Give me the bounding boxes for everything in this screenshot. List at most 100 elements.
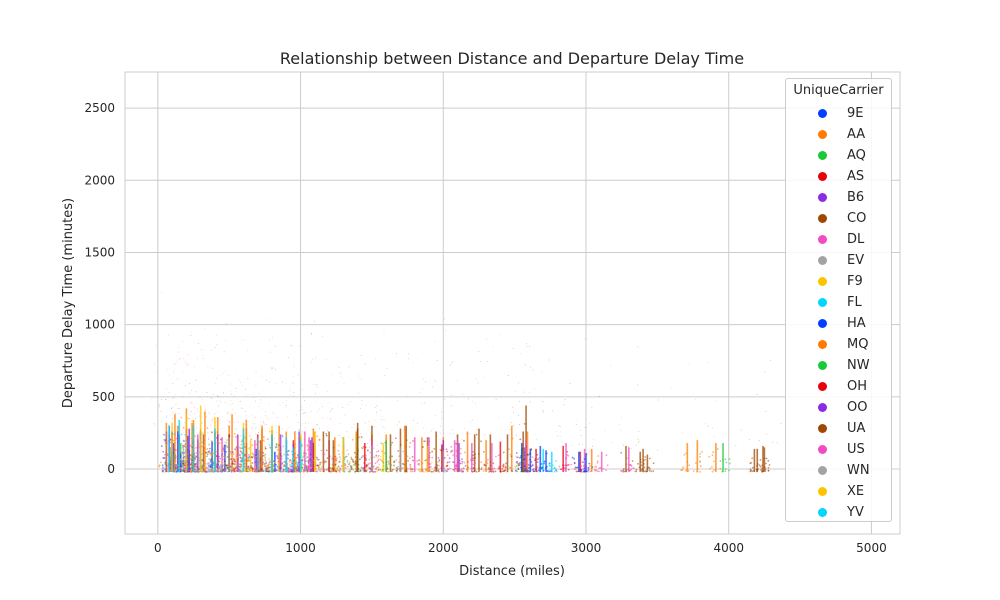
data-point xyxy=(366,449,369,452)
outlier-point xyxy=(220,401,222,403)
outlier-point xyxy=(366,404,368,406)
data-point xyxy=(290,470,293,473)
data-point xyxy=(541,466,544,469)
data-point xyxy=(587,466,590,469)
data-point xyxy=(365,457,368,460)
data-point xyxy=(364,470,367,472)
outlier-point xyxy=(197,408,199,410)
data-point xyxy=(248,468,250,470)
outlier-point xyxy=(187,354,189,356)
outlier-point xyxy=(251,427,253,429)
data-point xyxy=(644,456,646,458)
data-point xyxy=(251,462,254,464)
outlier-point xyxy=(432,428,434,430)
outlier-point xyxy=(397,400,399,402)
y-tick-label: 2500 xyxy=(84,101,115,115)
data-point xyxy=(449,467,451,470)
data-point xyxy=(645,470,648,473)
outlier-point xyxy=(235,388,237,390)
outlier-point xyxy=(423,352,425,354)
data-point xyxy=(166,453,169,455)
data-point xyxy=(410,468,413,471)
outlier-point xyxy=(338,366,340,368)
data-point xyxy=(646,467,649,470)
data-point xyxy=(724,458,727,461)
data-point xyxy=(281,461,284,464)
data-point xyxy=(474,469,477,472)
outlier-point xyxy=(274,345,276,347)
outlier-point xyxy=(532,369,534,371)
data-point xyxy=(488,470,491,473)
x-tick-label: 5000 xyxy=(856,541,887,555)
outlier-point xyxy=(303,432,305,434)
data-point xyxy=(191,470,194,473)
outlier-point xyxy=(270,351,272,353)
data-point xyxy=(652,462,655,465)
outlier-point xyxy=(344,414,346,416)
data-point xyxy=(212,459,215,462)
data-point xyxy=(162,469,165,472)
outlier-point xyxy=(364,363,366,365)
outlier-point xyxy=(512,425,514,427)
legend-label: DL xyxy=(847,232,865,247)
data-point xyxy=(215,431,218,433)
data-point xyxy=(418,459,420,461)
data-point xyxy=(191,459,194,462)
legend-marker xyxy=(818,340,827,349)
legend-marker xyxy=(818,277,827,286)
outlier-point xyxy=(195,417,197,419)
outlier-point xyxy=(191,401,193,403)
outlier-point xyxy=(187,417,189,419)
outlier-point xyxy=(226,424,228,426)
outlier-point xyxy=(229,435,231,437)
data-point xyxy=(185,450,187,453)
data-point xyxy=(555,459,557,462)
data-point xyxy=(207,462,210,465)
outlier-point xyxy=(688,363,690,365)
legend-label: CO xyxy=(847,211,867,226)
data-point xyxy=(302,463,305,466)
data-point xyxy=(197,459,200,461)
data-point xyxy=(190,461,193,464)
data-point xyxy=(185,468,188,471)
data-point xyxy=(694,462,697,464)
outlier-point xyxy=(346,403,348,405)
legend-item-as: AS xyxy=(786,166,870,187)
data-point xyxy=(446,454,449,457)
data-point xyxy=(452,468,455,471)
data-point xyxy=(284,465,287,468)
outlier-point xyxy=(214,347,216,349)
data-point xyxy=(343,456,346,459)
outlier-point xyxy=(621,416,623,418)
outlier-point xyxy=(715,400,717,402)
data-point xyxy=(209,451,212,453)
data-point xyxy=(206,455,208,458)
data-point xyxy=(251,466,254,469)
outlier-point xyxy=(329,441,331,443)
data-point xyxy=(450,445,453,448)
data-point xyxy=(357,463,360,466)
data-point xyxy=(749,462,752,465)
data-point xyxy=(555,470,558,473)
outlier-point xyxy=(441,418,443,420)
data-point xyxy=(728,469,731,472)
data-point xyxy=(581,461,584,464)
outlier-point xyxy=(198,445,200,447)
data-point xyxy=(264,446,267,448)
data-point xyxy=(238,463,241,466)
outlier-point xyxy=(317,410,319,412)
data-point xyxy=(728,458,731,460)
data-point xyxy=(231,463,234,465)
outlier-point xyxy=(289,394,291,396)
data-point xyxy=(223,450,226,453)
outlier-point xyxy=(203,412,205,414)
outlier-point xyxy=(178,408,180,410)
outlier-point xyxy=(638,441,640,443)
data-point xyxy=(583,458,586,460)
legend-marker xyxy=(818,319,827,328)
outlier-point xyxy=(184,422,186,424)
data-point xyxy=(239,446,241,449)
data-point xyxy=(212,463,215,466)
legend-item-aq: AQ xyxy=(786,145,870,166)
data-point xyxy=(549,465,551,468)
